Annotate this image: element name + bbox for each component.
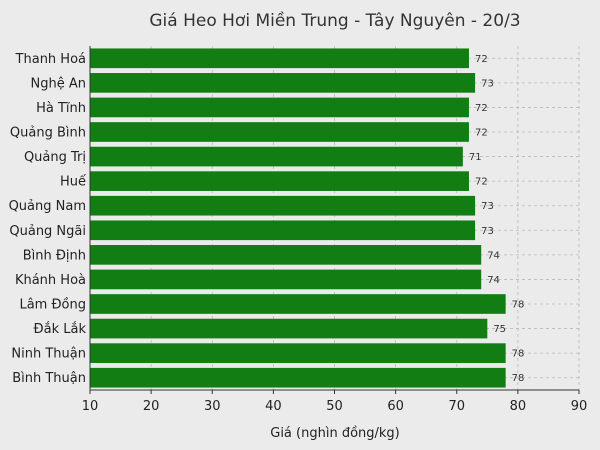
category-label-2: Hà Tĩnh — [36, 101, 86, 116]
bar-12 — [90, 343, 506, 363]
bar-5 — [90, 171, 469, 191]
value-label-13: 78 — [512, 373, 525, 384]
bar-13 — [90, 367, 506, 388]
value-label-11: 75 — [493, 324, 506, 335]
category-label-4: Quảng Trị — [24, 150, 86, 165]
category-label-11: Đắk Lắk — [34, 322, 87, 337]
bar-8 — [90, 245, 482, 265]
x-axis: 10 20 30 40 50 60 70 80 90 — [82, 46, 588, 414]
x-tick-label-80: 80 — [510, 399, 527, 414]
category-label-1: Nghệ An — [31, 76, 86, 91]
x-tick-label-20: 20 — [143, 399, 160, 414]
chart-title: Giá Heo Hơi Miền Trung - Tây Nguyên - 20… — [149, 10, 520, 31]
x-tick-label-70: 70 — [448, 399, 465, 414]
bar-11 — [90, 318, 488, 339]
x-tick-label-50: 50 — [326, 399, 343, 414]
bar-6 — [90, 195, 476, 216]
bar-10 — [90, 294, 506, 314]
x-tick-label-30: 30 — [204, 399, 221, 414]
value-label-9: 74 — [487, 275, 500, 286]
category-label-10: Lâm Đồng — [19, 298, 86, 313]
category-label-8: Bình Định — [23, 248, 86, 263]
bar-3 — [90, 122, 469, 142]
category-label-3: Quảng Bình — [10, 126, 86, 141]
category-label-5: Huế — [60, 175, 86, 190]
value-label-2: 72 — [475, 103, 488, 114]
value-label-6: 73 — [481, 201, 494, 212]
x-axis-label: Giá (nghìn đồng/kg) — [270, 426, 400, 441]
value-label-5: 72 — [475, 177, 488, 188]
value-label-0: 72 — [475, 54, 488, 65]
value-label-12: 78 — [512, 349, 525, 360]
category-label-12: Ninh Thuận — [11, 347, 86, 362]
value-label-8: 74 — [487, 250, 500, 261]
x-tick-label-90: 90 — [571, 399, 588, 414]
bar-9 — [90, 269, 482, 290]
bar-7 — [90, 220, 476, 241]
category-label-6: Quảng Nam — [9, 199, 86, 214]
bars — [90, 48, 506, 388]
value-label-3: 72 — [475, 128, 488, 139]
bar-2 — [90, 97, 469, 118]
category-label-9: Khánh Hoà — [15, 273, 86, 288]
x-tick-label-60: 60 — [387, 399, 404, 414]
x-tick-label-10: 10 — [82, 399, 99, 414]
bar-4 — [90, 146, 463, 167]
value-label-4: 71 — [469, 152, 482, 163]
bar-0 — [90, 48, 469, 69]
value-label-10: 78 — [512, 300, 525, 311]
value-label-7: 73 — [481, 226, 494, 237]
bar-1 — [90, 73, 476, 93]
category-label-7: Quảng Ngãi — [9, 224, 86, 239]
category-label-0: Thanh Hoá — [15, 52, 86, 67]
category-labels: Thanh Hoá Nghệ An Hà Tĩnh Quảng Bình Quảng T… — [9, 52, 87, 386]
value-labels: 72 73 72 72 71 72 73 73 74 74 78 75 78 78 — [469, 54, 525, 384]
x-tick-label-40: 40 — [265, 399, 282, 414]
value-label-1: 73 — [481, 78, 494, 89]
category-label-13: Bình Thuận — [12, 371, 86, 386]
